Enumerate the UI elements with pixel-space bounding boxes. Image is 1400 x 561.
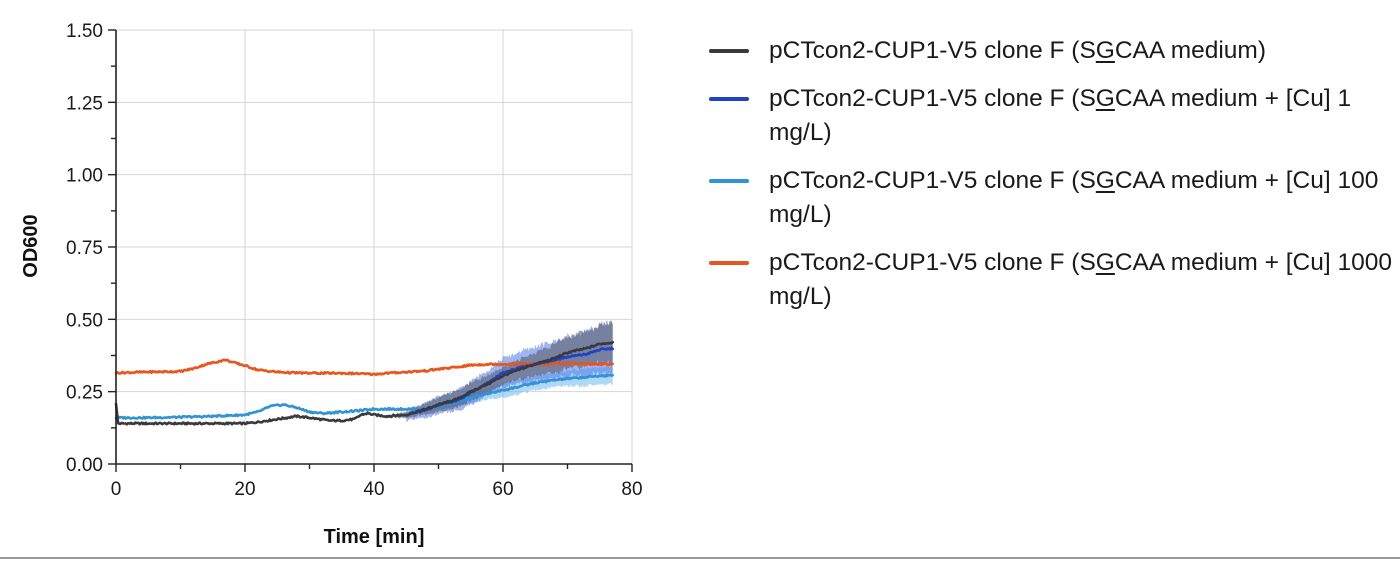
legend-swatch-4 [709, 261, 749, 265]
line-series-4 [114, 358, 614, 377]
legend-swatch-2 [709, 97, 749, 101]
y-tick-label-1: 0.25 [66, 383, 103, 404]
x-axis-title: Time [min] [324, 526, 425, 548]
band-series-3 [116, 365, 613, 419]
y-tick-label-4: 1.00 [66, 166, 103, 187]
legend-swatch-1 [709, 49, 749, 53]
legend-label-2-part-2: G [1095, 85, 1115, 112]
legend-item-2: pCTcon2-CUP1-V5 clone F (SGCAA medium + … [705, 82, 1395, 150]
y-axis-title: OD600 [20, 214, 42, 277]
legend-label-4-part-2: G [1095, 249, 1115, 276]
legend-label-3-part-1: pCTcon2-CUP1-V5 clone F (S [769, 167, 1096, 194]
x-tick-label-3: 60 [492, 479, 513, 500]
legend-item-1: pCTcon2-CUP1-V5 clone F (SGCAA medium) [705, 34, 1395, 68]
legend-label-2-part-3: CAA medium + [Cu] 1 mg/L) [769, 85, 1352, 146]
chart-legend: pCTcon2-CUP1-V5 clone F (SGCAA medium) pC… [705, 34, 1395, 328]
x-tick-label-1: 20 [234, 479, 255, 500]
legend-label-4-part-3: CAA medium + [Cu] 1000 mg/L) [769, 249, 1392, 310]
line-series-3 [114, 373, 614, 420]
bottom-divider [0, 557, 1400, 559]
legend-item-3: pCTcon2-CUP1-V5 clone F (SGCAA medium + … [705, 164, 1395, 232]
legend-label-3-part-2: G [1095, 167, 1115, 194]
y-tick-label-0: 0.00 [66, 455, 103, 476]
legend-item-4: pCTcon2-CUP1-V5 clone F (SGCAA medium + … [705, 246, 1395, 314]
grid-lines [116, 29, 633, 464]
y-tick-label-5: 1.25 [66, 93, 103, 114]
axes [108, 29, 633, 472]
y-tick-label-2: 0.50 [66, 310, 103, 331]
legend-swatch-3 [709, 179, 749, 183]
y-tick-label-3: 0.75 [66, 238, 103, 259]
x-tick-label-2: 40 [363, 479, 384, 500]
legend-label-1-part-2: G [1095, 37, 1115, 64]
line-series-1 [114, 340, 614, 426]
legend-label-2-part-1: pCTcon2-CUP1-V5 clone F (S [769, 85, 1096, 112]
y-tick-label-6: 1.50 [66, 21, 103, 42]
tick-labels: 0 20 40 60 80 0.00 0.25 0.50 0.75 1.00 1.25 1.50 [66, 21, 643, 500]
series-lines [114, 340, 614, 426]
legend-label-3-part-3: CAA medium + [Cu] 100 mg/L) [769, 167, 1379, 228]
legend-label-4-part-1: pCTcon2-CUP1-V5 clone F (S [769, 249, 1096, 276]
legend-label-1-part-3: CAA medium) [1114, 37, 1266, 64]
x-tick-label-4: 80 [621, 479, 642, 500]
x-tick-label-0: 0 [111, 479, 122, 500]
legend-label-1-part-1: pCTcon2-CUP1-V5 clone F (S [769, 37, 1096, 64]
